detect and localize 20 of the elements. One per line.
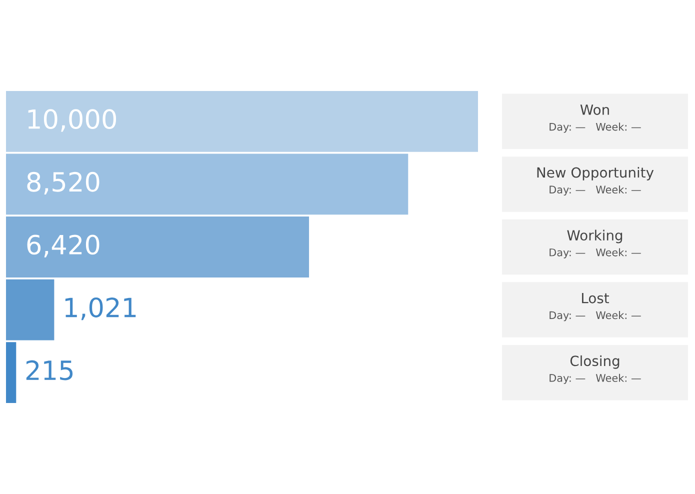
text: Day: — Week: — [550,374,641,384]
bar [6,216,310,278]
text: Day: — Week: — [550,311,641,322]
y-tick-label: Closing [570,355,620,369]
text: Day: — Week: — [550,122,641,133]
y-tick-label: Lost [582,293,610,304]
data-label: 6,420 [27,234,100,258]
y-tick-label: New Opportunity [537,166,654,180]
bar [6,154,408,215]
bar [6,342,16,404]
data-label: 215 [26,360,73,380]
bar [6,279,54,340]
y-tick-label: Working [567,230,622,244]
bar [6,90,478,152]
data-label: 10,000 [28,109,116,132]
text: Day: — Week: — [550,248,641,258]
y-tick-label: Won [580,104,609,115]
data-label: 1,021 [65,297,136,320]
data-label: 8,520 [27,172,100,195]
text: Day: — Week: — [550,185,641,196]
